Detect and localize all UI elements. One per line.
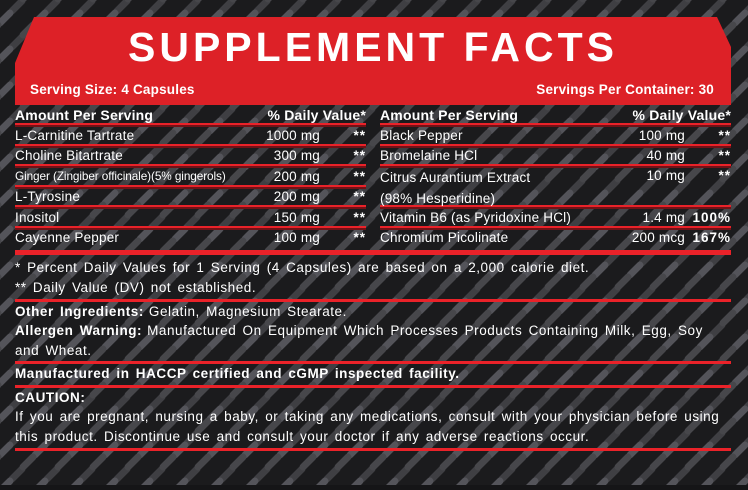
divider-line	[15, 123, 366, 127]
divider-line	[15, 225, 366, 230]
table-row: Choline Bitartrate 300 mg **	[15, 148, 366, 165]
row-daily-value: **	[718, 127, 731, 143]
divider-line	[15, 448, 731, 451]
table-row: L-Carnitine Tartrate 1000 mg **	[15, 127, 366, 144]
divider-line	[380, 164, 731, 168]
row-name: L-Carnitine Tartrate	[15, 127, 135, 143]
row-daily-value: **	[353, 148, 366, 164]
footnote-daily-values: * Percent Daily Values for 1 Serving (4 …	[15, 260, 590, 275]
allergen-warning-label: Allergen Warning:	[15, 323, 143, 339]
daily-value-header: % Daily Value*	[632, 106, 731, 123]
other-ingredients-text: Gelatin, Magnesium Stearate.	[148, 303, 347, 319]
row-daily-value: **	[353, 209, 366, 225]
row-name: Black Pepper	[380, 127, 463, 143]
caution-text: If you are pregnant, nursing a baby, or …	[15, 409, 720, 444]
divider-line	[380, 205, 731, 209]
row-amount: 1000 mg	[266, 127, 320, 143]
row-amount: 200 mg	[273, 189, 320, 205]
row-amount: 200 mcg	[631, 230, 685, 246]
facts-column-right: Amount Per Serving % Daily Value* Black …	[380, 106, 731, 246]
row-name: Inositol	[15, 209, 60, 225]
row-name: Choline Bitartrate	[15, 148, 123, 164]
row-name: Ginger (Zingiber officinale)(5% gingerol…	[15, 169, 226, 184]
table-row: Black Pepper 100 mg **	[380, 127, 731, 144]
row-amount: 100 mg	[273, 230, 320, 246]
row-amount: 1.4 mg	[642, 209, 685, 225]
manufactured-note: Manufactured in HACCP certified and cGMP…	[15, 365, 460, 381]
label-header: SUPPLEMENT FACTS Serving Size: 4 Capsule…	[15, 17, 731, 105]
table-row: Cayenne Pepper 100 mg **	[15, 230, 366, 247]
row-name: Citrus Aurantium Extract (98% Hesperidine…	[380, 170, 531, 206]
servings-per-container: Servings Per Container: 30	[536, 82, 714, 97]
footnote-dv-not-established: ** Daily Value (DV) not established.	[15, 279, 257, 295]
row-amount: 150 mg	[273, 209, 320, 225]
row-name: Vitamin B6 (as Pyridoxine HCl)	[380, 209, 572, 225]
table-header: Amount Per Serving % Daily Value*	[380, 106, 731, 123]
divider-line	[380, 123, 731, 127]
row-amount: 200 mg	[273, 168, 320, 184]
other-ingredients: Other Ingredients: Gelatin, Magnesium Ste…	[15, 302, 731, 322]
table-row: Chromium Picolinate 200 mcg 167%	[380, 230, 731, 247]
row-name: Bromelaine HCl	[380, 148, 478, 164]
amount-per-serving-header: Amount Per Serving	[15, 106, 154, 123]
table-row: Bromelaine HCl 40 mg **	[380, 148, 731, 165]
divider-line	[380, 225, 731, 230]
table-row: L-Tyrosine 200 mg **	[15, 189, 366, 206]
divider-line	[15, 299, 731, 302]
divider-line	[15, 143, 366, 148]
row-daily-value: 167%	[692, 230, 731, 246]
row-name: L-Tyrosine	[15, 189, 81, 205]
row-amount: 40 mg	[646, 148, 685, 164]
allergen-warning: Allergen Warning: Manufactured On Equipme…	[15, 321, 731, 360]
table-bottom-bar	[15, 250, 731, 255]
row-daily-value: 100%	[692, 209, 731, 225]
row-amount: 300 mg	[273, 148, 320, 164]
divider-line	[15, 164, 366, 168]
divider-line	[380, 143, 731, 148]
row-amount: 10 mg	[646, 168, 685, 183]
facts-column-left: Amount Per Serving % Daily Value* L-Carn…	[15, 106, 366, 246]
divider-line	[15, 361, 731, 364]
row-daily-value: **	[353, 189, 366, 205]
amount-per-serving-header: Amount Per Serving	[380, 106, 519, 123]
table-row: Vitamin B6 (as Pyridoxine HCl) 1.4 mg 10…	[380, 209, 731, 226]
caution-heading: CAUTION:	[15, 389, 86, 405]
facts-table: Amount Per Serving % Daily Value* L-Carn…	[15, 106, 731, 246]
row-daily-value: **	[353, 168, 366, 184]
allergen-warning-text: Manufactured On Equipment Which Processe…	[15, 323, 703, 358]
row-name: Cayenne Pepper	[15, 230, 120, 246]
table-row: Citrus Aurantium Extract (98% Hesperidine…	[380, 168, 731, 206]
serving-size: Serving Size: 4 Capsules	[30, 82, 195, 97]
divider-line	[15, 385, 731, 388]
page-title: SUPPLEMENT FACTS	[128, 24, 618, 70]
other-ingredients-label: Other Ingredients:	[15, 303, 144, 319]
table-row: Ginger (Zingiber officinale)(5% gingerol…	[15, 168, 366, 185]
row-name: Chromium Picolinate	[380, 230, 509, 246]
label-notes: * Percent Daily Values for 1 Serving (4 …	[15, 258, 731, 451]
row-amount: 100 mg	[638, 127, 685, 143]
row-daily-value: **	[718, 168, 731, 183]
divider-line	[15, 205, 366, 209]
row-daily-value: **	[353, 127, 366, 143]
row-daily-value: **	[718, 148, 731, 164]
divider-line	[15, 184, 366, 189]
row-daily-value: **	[353, 230, 366, 246]
table-row: Inositol 150 mg **	[15, 209, 366, 226]
table-header: Amount Per Serving % Daily Value*	[15, 106, 366, 123]
daily-value-header: % Daily Value*	[267, 106, 366, 123]
